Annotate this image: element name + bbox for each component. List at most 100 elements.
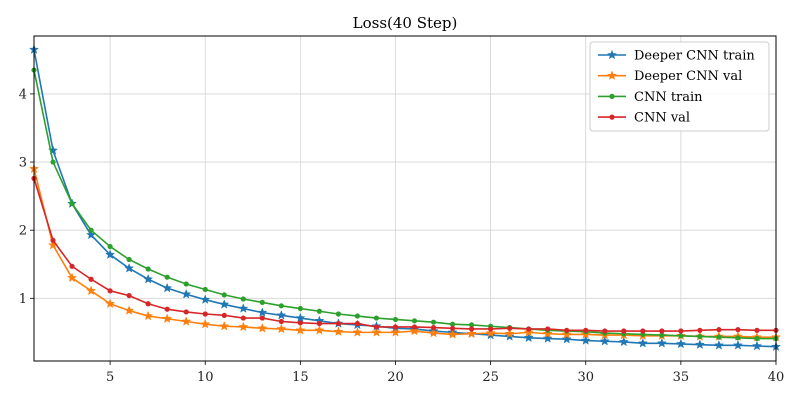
x-tick-label: 25 xyxy=(482,370,499,385)
data-point xyxy=(238,303,249,313)
data-point xyxy=(88,276,94,282)
data-point xyxy=(468,326,475,332)
data-point xyxy=(564,327,570,333)
data-point xyxy=(599,335,610,346)
data-point xyxy=(390,327,401,337)
data-point xyxy=(659,332,665,338)
data-point xyxy=(86,285,97,296)
data-point xyxy=(162,282,173,293)
data-point xyxy=(449,321,456,327)
data-point xyxy=(466,328,477,339)
x-tick-label: 15 xyxy=(292,370,309,385)
data-point xyxy=(754,327,760,333)
data-point xyxy=(504,328,515,339)
data-point xyxy=(202,286,208,293)
data-point xyxy=(694,339,705,349)
data-point xyxy=(678,328,684,334)
data-point xyxy=(124,305,135,315)
data-point xyxy=(69,201,75,207)
data-point xyxy=(697,333,703,340)
legend-item-cnn-val: CNN val xyxy=(598,111,690,126)
legend-marker xyxy=(609,114,615,120)
data-point xyxy=(143,310,154,321)
series-line xyxy=(33,49,777,348)
legend-item-deeper-cnn-val: Deeper CNN val xyxy=(598,69,742,84)
data-point xyxy=(371,327,382,337)
data-point xyxy=(164,274,170,280)
data-point xyxy=(257,307,268,317)
data-point xyxy=(751,340,763,351)
data-point xyxy=(50,159,56,165)
data-point xyxy=(259,315,265,321)
plot-frame xyxy=(33,35,777,362)
y-tick-label: 3 xyxy=(19,156,27,171)
data-point xyxy=(656,337,667,348)
data-point xyxy=(447,329,458,339)
series-line xyxy=(33,168,776,338)
data-point xyxy=(126,256,132,263)
data-point xyxy=(488,326,494,332)
y-tick-label: 2 xyxy=(19,224,27,239)
data-point xyxy=(618,336,629,347)
data-point xyxy=(162,313,173,324)
data-point xyxy=(295,312,306,323)
x-tick-label: 20 xyxy=(387,370,404,385)
data-point xyxy=(392,316,399,323)
data-point xyxy=(523,332,534,343)
data-point xyxy=(678,333,684,339)
x-axis: 5 10 15 20 25 30 35 40 xyxy=(106,361,784,385)
data-point xyxy=(637,337,648,348)
chart-title: Loss(40 Step) xyxy=(353,14,458,32)
legend-marker xyxy=(609,93,615,99)
data-point xyxy=(276,310,287,320)
data-point xyxy=(621,328,627,334)
x-tick-label: 5 xyxy=(106,370,114,385)
data-point xyxy=(335,311,342,317)
data-point xyxy=(430,325,437,331)
data-point xyxy=(316,308,322,314)
data-point xyxy=(143,273,154,284)
data-point xyxy=(126,292,132,299)
data-point xyxy=(754,335,760,342)
data-point xyxy=(107,243,113,250)
data-point xyxy=(428,327,439,338)
legend-box xyxy=(589,41,770,132)
data-point xyxy=(238,321,249,332)
data-point xyxy=(240,315,246,321)
grid-lines xyxy=(34,36,777,361)
data-point xyxy=(430,319,437,325)
data-point xyxy=(88,227,94,233)
data-point xyxy=(221,312,227,318)
series-line xyxy=(33,178,776,332)
legend-label: Deeper CNN train xyxy=(634,49,755,64)
data-point xyxy=(164,306,170,312)
data-point xyxy=(202,311,208,317)
data-point xyxy=(373,324,380,330)
data-point xyxy=(50,237,56,244)
data-point xyxy=(297,320,303,326)
y-tick-label: 1 xyxy=(19,292,27,307)
data-point xyxy=(316,320,322,327)
data-point xyxy=(219,320,230,331)
y-tick-label: 4 xyxy=(19,87,27,102)
data-point xyxy=(297,305,303,312)
data-point xyxy=(183,309,189,315)
data-point xyxy=(713,340,724,350)
data-point xyxy=(295,325,306,335)
data-point xyxy=(640,328,646,334)
data-point xyxy=(485,327,496,338)
data-point xyxy=(333,326,344,336)
data-point xyxy=(354,320,361,327)
data-point xyxy=(221,292,227,298)
data-point xyxy=(67,272,78,283)
data-point xyxy=(352,327,363,337)
data-point xyxy=(69,263,75,269)
legend: Deeper CNN train Deeper CNN val CNN train C… xyxy=(589,41,770,132)
data-point xyxy=(411,324,418,330)
data-point xyxy=(545,326,551,332)
series-line xyxy=(33,69,776,340)
data-point xyxy=(183,281,189,287)
data-point xyxy=(659,328,665,334)
series-deeper-cnn-val xyxy=(28,163,782,342)
